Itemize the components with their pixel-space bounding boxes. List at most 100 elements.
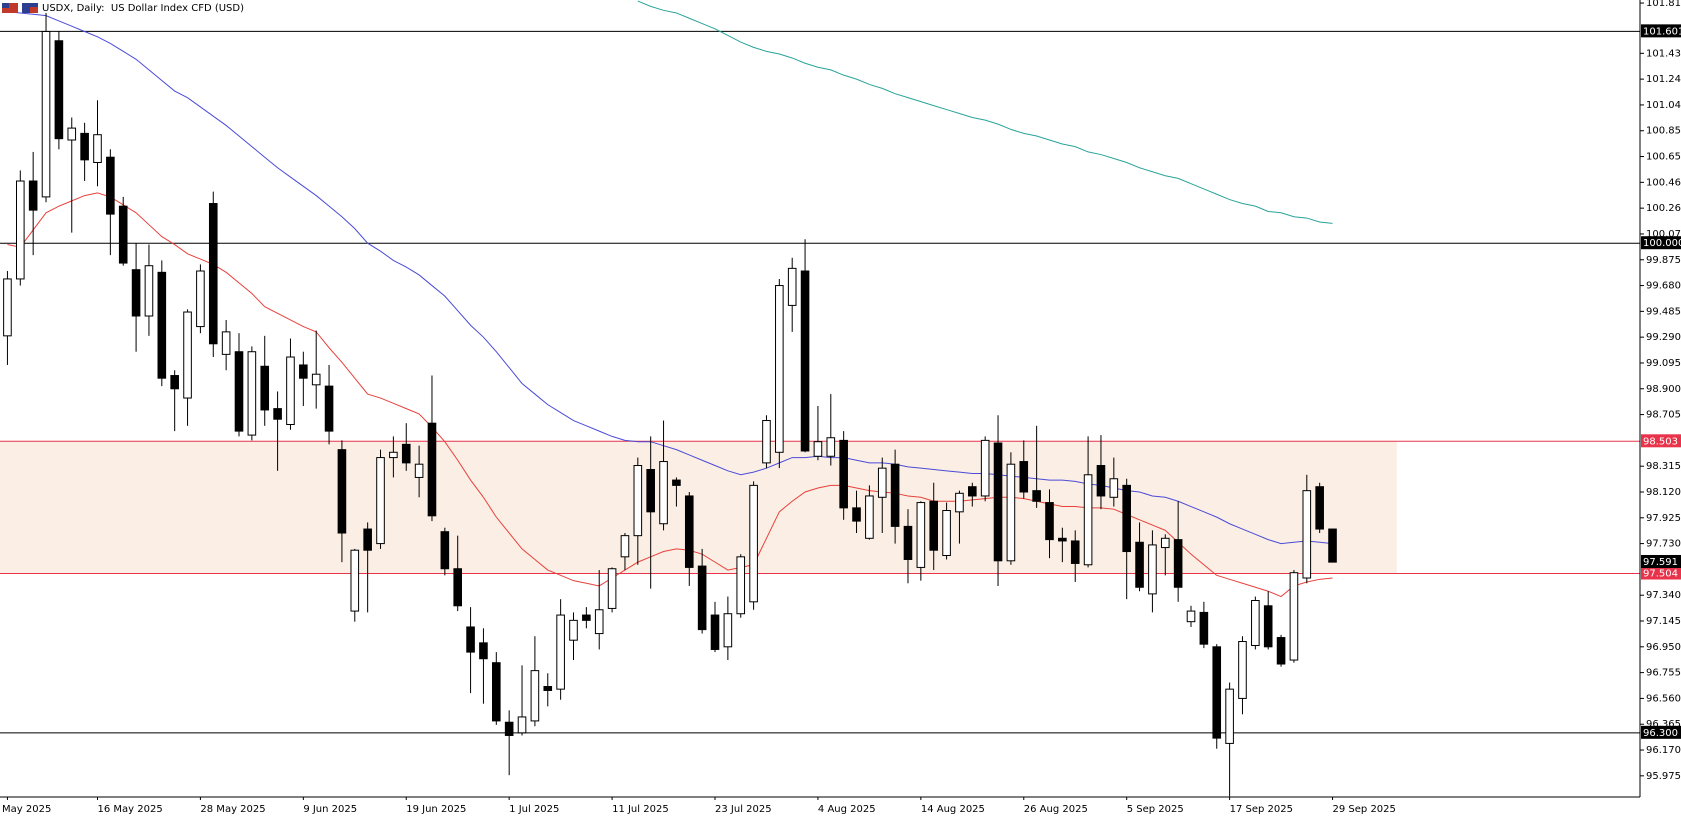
candle-body — [903, 525, 913, 560]
x-tick-label: 9 Jun 2025 — [303, 804, 357, 815]
price-tag — [1641, 24, 1681, 38]
x-tick-label: 16 May 2025 — [97, 804, 162, 815]
candle-body — [736, 556, 746, 615]
candle-body — [1238, 641, 1247, 699]
zone-layer — [0, 441, 1397, 574]
candle-body — [492, 662, 501, 722]
y-tick-label: 96.950 — [1646, 642, 1681, 653]
candle-body — [504, 721, 514, 736]
x-tick-label: 17 Sep 2025 — [1230, 804, 1293, 815]
candle-body — [1173, 539, 1183, 588]
y-tick-label: 99.095 — [1646, 358, 1681, 369]
candle-body — [1096, 465, 1106, 497]
y-tick-label: 98.120 — [1646, 487, 1681, 498]
candle-body — [852, 507, 861, 522]
candle-body — [543, 686, 553, 691]
icon — [2, 3, 9, 8]
x-tick-label: 19 Jun 2025 — [406, 804, 466, 815]
y-tick-label: 96.560 — [1646, 693, 1681, 704]
x-tick-label: May 2025 — [2, 804, 51, 815]
candle-body — [1058, 537, 1067, 542]
candle-body — [1186, 610, 1196, 623]
candle-body — [208, 203, 218, 345]
candle-body — [775, 285, 784, 453]
candle-body — [1199, 611, 1209, 645]
candle-body — [324, 385, 334, 432]
candle-body — [556, 614, 565, 690]
candle-body — [569, 619, 578, 641]
x-tick-label: 5 Sep 2025 — [1127, 804, 1184, 815]
candle-body — [993, 442, 1003, 562]
y-tick-label: 99.680 — [1646, 281, 1681, 292]
candle-body — [646, 468, 655, 513]
y-tick-label: 98.315 — [1646, 461, 1681, 472]
x-tick-label: 1 Jul 2025 — [509, 804, 559, 815]
chart-title: USDX, Daily: US Dollar Index CFD (USD) — [42, 3, 244, 14]
candle-body — [1083, 474, 1093, 566]
y-tick-label: 100.460 — [1646, 177, 1681, 188]
candle-body — [350, 549, 360, 612]
candle-body — [839, 439, 848, 509]
price-tag-label: 97.591 — [1643, 557, 1678, 568]
y-tick-label: 101.435 — [1646, 48, 1681, 59]
candle-body — [1122, 484, 1131, 553]
price-tag-label: 100.000 — [1643, 238, 1681, 249]
candle-body — [1212, 646, 1222, 739]
candle-body — [311, 373, 321, 386]
candle-body — [1135, 541, 1144, 588]
candle-body — [762, 420, 771, 464]
price-tag — [1641, 236, 1681, 250]
candle-body — [1328, 528, 1337, 563]
y-tick-label: 100.265 — [1646, 203, 1681, 214]
y-tick-label: 98.705 — [1646, 410, 1681, 421]
y-tick-label: 96.365 — [1646, 719, 1681, 730]
candle-body — [1251, 599, 1260, 646]
candle-body — [1315, 486, 1324, 530]
candle-body — [530, 670, 540, 722]
y-tick-label: 96.170 — [1646, 745, 1681, 756]
candle-body — [440, 531, 450, 570]
candle-body — [1263, 605, 1273, 648]
candle-body — [877, 467, 887, 498]
candle-body — [1160, 537, 1170, 549]
candle-body — [28, 180, 38, 211]
candle-body — [826, 437, 836, 457]
candle-body — [363, 528, 372, 551]
x-tick-label: 11 Jul 2025 — [612, 804, 669, 815]
y-tick-label: 99.485 — [1646, 306, 1681, 317]
price-tag-label: 96.300 — [1643, 728, 1678, 739]
candle-body — [620, 535, 630, 558]
candle-body — [93, 134, 102, 163]
candle-body — [401, 443, 411, 464]
candle-body — [697, 565, 707, 631]
candle-body — [865, 495, 874, 539]
candle-body — [980, 439, 990, 497]
y-tick-label: 101.240 — [1646, 74, 1681, 85]
candle-body — [1070, 540, 1080, 564]
candle-body — [942, 510, 951, 557]
candle-body — [813, 441, 823, 457]
candle-body — [15, 180, 25, 280]
zone — [0, 441, 1397, 574]
candle-body — [389, 451, 398, 459]
candle-body — [517, 716, 527, 734]
y-tick-label: 100.850 — [1646, 126, 1681, 137]
y-tick-label: 101.815 — [1646, 0, 1681, 9]
candle-body — [337, 449, 347, 534]
x-tick-label: 4 Aug 2025 — [818, 804, 876, 815]
candle-body — [749, 484, 758, 603]
candle-body — [376, 457, 385, 545]
y-tick-label: 100.070 — [1646, 229, 1681, 240]
candle-body — [196, 270, 205, 328]
y-tick-label: 100.655 — [1646, 152, 1681, 163]
x-tick-label: 29 Sep 2025 — [1333, 804, 1396, 815]
moving-average — [637, 0, 1333, 224]
candle-body — [1019, 461, 1029, 493]
icon — [30, 7, 38, 13]
y-tick-label: 97.145 — [1646, 616, 1681, 627]
candle-body — [453, 568, 463, 607]
y-tick-label: 97.925 — [1646, 513, 1681, 524]
candle-body — [54, 40, 64, 140]
